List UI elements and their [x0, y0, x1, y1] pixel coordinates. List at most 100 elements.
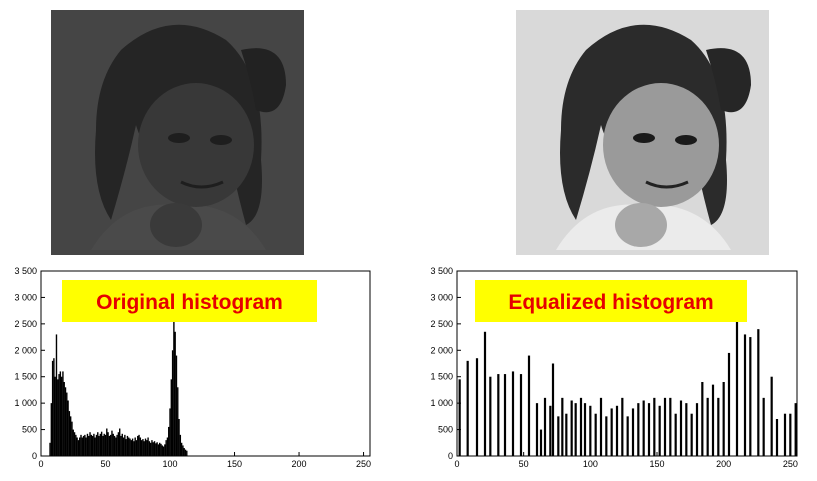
histogram-bar: [557, 416, 560, 456]
histogram-bar: [142, 439, 144, 456]
histogram-bar: [113, 435, 116, 456]
histogram-bar: [60, 376, 63, 456]
histogram-bar: [173, 321, 175, 456]
histogram-bar: [128, 437, 130, 456]
histogram-bar: [757, 329, 760, 456]
x-tick-label: 100: [163, 459, 178, 469]
histogram-bar: [574, 403, 577, 456]
histogram-bar: [153, 441, 156, 456]
histogram-bar: [116, 434, 118, 456]
histogram-bar: [160, 443, 162, 456]
histogram-bar: [54, 376, 56, 456]
histogram-bar: [49, 442, 51, 456]
histogram-bar: [77, 440, 80, 456]
histogram-bar: [159, 442, 161, 456]
histogram-bar: [511, 371, 515, 456]
histogram-bar: [146, 440, 148, 456]
histogram-bar: [130, 440, 133, 456]
histogram-bar: [156, 442, 158, 456]
histogram-bar: [168, 426, 170, 456]
histogram-bar: [177, 387, 179, 456]
histogram-bar: [637, 403, 640, 456]
histogram-bar: [111, 430, 113, 456]
histogram-bar: [102, 435, 104, 456]
histogram-bar: [149, 442, 152, 456]
histogram-bar: [98, 435, 100, 456]
histogram-bar: [134, 437, 136, 456]
histogram-bar: [81, 437, 83, 456]
histogram-bar: [108, 435, 111, 456]
x-tick-label: 200: [716, 459, 731, 469]
histogram-bar: [157, 444, 160, 456]
original-image: [51, 10, 304, 255]
histogram-bar: [80, 434, 82, 456]
histogram-bar: [178, 419, 180, 456]
y-tick-label: 500: [438, 425, 453, 435]
histogram-bar: [161, 445, 163, 456]
chart-title: Equalized histogram: [508, 291, 713, 314]
histogram-bar: [711, 384, 715, 456]
chart-title-box: [475, 280, 747, 322]
histogram-bar: [182, 445, 184, 456]
histogram-bar: [727, 352, 731, 456]
histogram-bar: [99, 433, 102, 456]
histogram-bar: [75, 434, 77, 456]
histogram-bar: [483, 331, 487, 456]
histogram-bar: [137, 435, 139, 456]
child-portrait-low-contrast-icon: [51, 10, 304, 255]
histogram-bar: [68, 411, 71, 456]
histogram-bar: [180, 442, 183, 456]
histogram-bar: [62, 371, 64, 456]
histogram-bar: [669, 397, 672, 456]
histogram-bar: [50, 403, 53, 456]
histogram-bar: [653, 397, 656, 456]
equalized-image: [516, 10, 769, 255]
histogram-bar: [64, 387, 67, 456]
histogram-bar: [621, 397, 624, 456]
histogram-bar: [103, 433, 105, 456]
child-portrait-high-contrast-icon: [516, 10, 769, 255]
y-tick-label: 3 500: [430, 266, 453, 276]
histogram-bar: [117, 432, 120, 456]
histogram-bar: [466, 360, 469, 456]
histogram-bar: [658, 405, 661, 456]
histogram-bar: [170, 379, 173, 456]
x-tick-label: 250: [356, 459, 371, 469]
y-tick-label: 2 000: [14, 345, 37, 355]
histogram-bar: [184, 449, 187, 456]
histogram-bar: [82, 435, 85, 456]
equalized-histogram-chart: 0 500 1 000 1 500 2 000 2 500 3 000 3 500 0 50 100…: [412, 262, 817, 476]
histogram-bar: [88, 435, 90, 456]
histogram-bar: [610, 408, 613, 456]
histogram-bar: [71, 421, 73, 456]
histogram-bar: [119, 428, 121, 456]
histogram-bar: [164, 444, 166, 456]
x-tick-label: 150: [227, 459, 242, 469]
histogram-bar: [112, 433, 114, 456]
histogram-bar: [79, 437, 81, 456]
histogram-bar: [535, 403, 539, 456]
histogram-bar: [549, 405, 552, 456]
histogram-bar: [605, 416, 608, 456]
y-tick-label: 2 500: [14, 319, 37, 329]
histogram-bar: [162, 446, 165, 456]
histogram-bar: [179, 434, 182, 456]
histogram-bar: [140, 440, 143, 456]
histogram-bar: [695, 403, 699, 456]
histogram-bar: [762, 397, 765, 456]
histogram-bar: [131, 438, 134, 456]
histogram-bar: [100, 431, 103, 456]
histogram-bar: [166, 437, 169, 456]
plot-frame: [40, 270, 371, 457]
histogram-bar: [58, 374, 60, 456]
histogram-bar: [122, 437, 125, 456]
histogram-bar: [579, 397, 583, 456]
histogram-bar: [95, 434, 98, 456]
histogram-bar: [97, 432, 99, 456]
histogram-bar: [135, 440, 138, 456]
histogram-bar: [583, 403, 587, 456]
histogram-bar: [706, 397, 709, 456]
histogram-bar: [109, 434, 112, 456]
histogram-bar: [129, 438, 131, 456]
histogram-bar: [93, 433, 95, 456]
